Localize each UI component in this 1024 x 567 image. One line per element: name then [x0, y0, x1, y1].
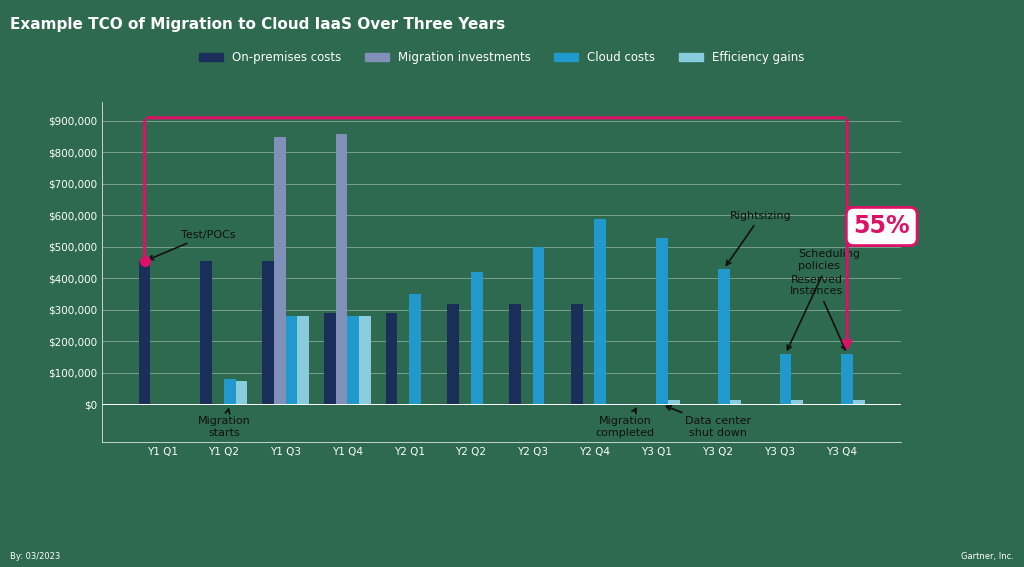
- Bar: [509, 304, 521, 404]
- Bar: [201, 261, 212, 404]
- Bar: [729, 400, 741, 404]
- Bar: [447, 304, 459, 404]
- Text: Test/POCs: Test/POCs: [148, 230, 236, 260]
- Text: Reserved
Instances: Reserved Instances: [791, 274, 846, 350]
- Text: Example TCO of Migration to Cloud IaaS Over Three Years: Example TCO of Migration to Cloud IaaS O…: [10, 17, 506, 32]
- Text: By: 03/2023: By: 03/2023: [10, 552, 60, 561]
- Bar: [532, 247, 545, 404]
- Bar: [274, 137, 286, 404]
- Bar: [336, 134, 347, 404]
- Bar: [410, 294, 421, 404]
- Text: Migration
starts: Migration starts: [198, 409, 250, 438]
- Bar: [718, 269, 729, 404]
- Bar: [594, 219, 606, 404]
- Text: Data center
shut down: Data center shut down: [667, 406, 751, 438]
- Bar: [224, 379, 236, 404]
- Bar: [471, 272, 482, 404]
- Text: Gartner, Inc.: Gartner, Inc.: [961, 552, 1014, 561]
- Text: Migration
completed: Migration completed: [596, 409, 654, 438]
- Bar: [347, 316, 359, 404]
- Text: 55%: 55%: [853, 214, 910, 239]
- Bar: [779, 354, 792, 404]
- Bar: [571, 304, 583, 404]
- Bar: [792, 400, 803, 404]
- Bar: [297, 316, 309, 404]
- Bar: [359, 316, 371, 404]
- Bar: [386, 313, 397, 404]
- Text: Rightsizing: Rightsizing: [726, 210, 792, 265]
- Bar: [262, 261, 274, 404]
- Bar: [286, 316, 297, 404]
- Bar: [853, 400, 865, 404]
- Bar: [668, 400, 680, 404]
- Bar: [324, 313, 336, 404]
- Text: Scheduling
policies: Scheduling policies: [787, 249, 860, 350]
- Legend: On-premises costs, Migration investments, Cloud costs, Efficiency gains: On-premises costs, Migration investments…: [195, 46, 809, 69]
- Bar: [842, 354, 853, 404]
- Bar: [138, 261, 151, 404]
- Bar: [656, 238, 668, 404]
- Bar: [236, 381, 248, 404]
